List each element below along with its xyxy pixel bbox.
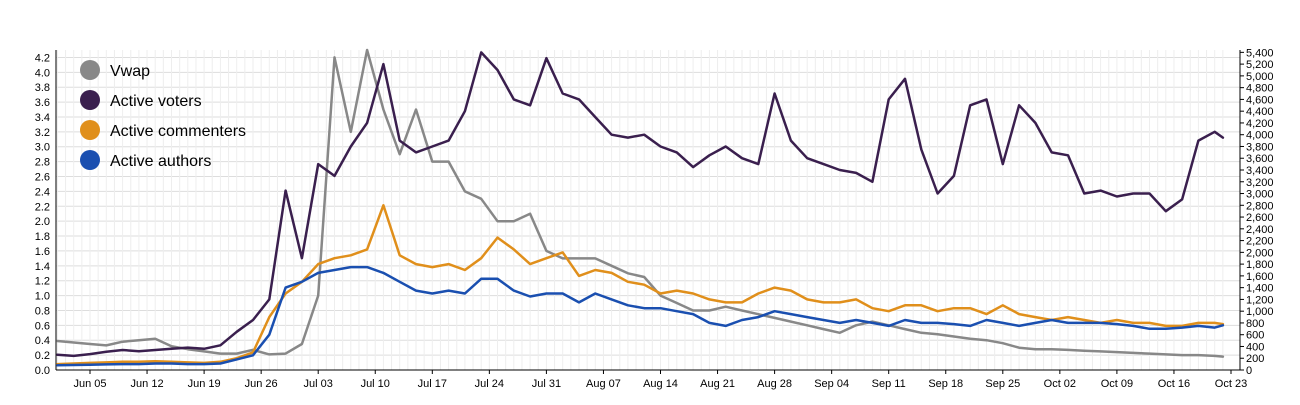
legend-label: Vwap (110, 63, 150, 80)
gridlines (56, 50, 1240, 371)
right-tick-label: 3,600 (1246, 153, 1274, 165)
x-tick-label: Sep 25 (985, 378, 1020, 390)
legend-marker (80, 60, 100, 80)
right-tick-label: 4,800 (1246, 83, 1274, 95)
x-tick-label: Oct 02 (1044, 378, 1076, 390)
left-tick-label: 3.6 (35, 97, 50, 109)
legend-label: Active authors (110, 153, 211, 170)
right-tick-label: 1,200 (1246, 294, 1274, 306)
x-tick-label: Aug 21 (700, 378, 735, 390)
right-tick-label: 5,000 (1246, 71, 1274, 83)
x-tick-label: Aug 07 (586, 378, 621, 390)
x-tick-label: Jul 17 (418, 378, 447, 390)
left-tick-label: 3.0 (35, 142, 50, 154)
x-tick-label: Oct 09 (1101, 378, 1133, 390)
right-tick-label: 200 (1246, 353, 1264, 365)
x-tick-label: Jul 24 (475, 378, 504, 390)
right-tick-label: 4,400 (1246, 106, 1274, 118)
left-tick-label: 0.8 (35, 305, 50, 317)
left-tick-label: 3.8 (35, 82, 50, 94)
left-tick-label: 1.6 (35, 246, 50, 258)
left-tick-label: 4.0 (35, 67, 50, 79)
right-tick-label: 3,400 (1246, 165, 1274, 177)
legend-label: Active commenters (110, 123, 246, 140)
x-tick-label: Jun 19 (188, 378, 221, 390)
left-tick-label: 0.0 (35, 365, 50, 377)
right-tick-label: 600 (1246, 330, 1264, 342)
legend-marker (80, 150, 100, 170)
right-tick-label: 1,400 (1246, 283, 1274, 295)
right-tick-label: 5,400 (1246, 47, 1274, 59)
left-tick-label: 0.6 (35, 320, 50, 332)
left-tick-label: 1.2 (35, 276, 50, 288)
x-tick-label: Sep 18 (928, 378, 963, 390)
right-tick-label: 3,800 (1246, 141, 1274, 153)
right-tick-label: 2,600 (1246, 212, 1274, 224)
right-tick-label: 1,000 (1246, 306, 1274, 318)
x-tick-label: Aug 28 (757, 378, 792, 390)
series-line-active-authors (56, 265, 1225, 367)
right-tick-label: 2,200 (1246, 236, 1274, 248)
left-tick-label: 0.2 (35, 350, 50, 362)
legend-label: Active voters (110, 93, 202, 110)
series-line-active-voters (56, 51, 1225, 358)
legend-marker (80, 120, 100, 140)
right-tick-label: 0 (1246, 365, 1252, 377)
right-tick-label: 1,800 (1246, 259, 1274, 271)
left-tick-label: 2.0 (35, 216, 50, 228)
left-y-axis: 0.0 0.2 0.4 0.6 0.8 1.0 1.2 1.4 1.6 1.8 2.0 2.2 2.4 2… (35, 50, 57, 377)
x-tick-label: Jun 05 (73, 378, 106, 390)
right-tick-label: 4,200 (1246, 118, 1274, 130)
x-tick-label: Oct 23 (1215, 378, 1247, 390)
x-tick-label: Oct 16 (1158, 378, 1190, 390)
right-tick-label: 5,200 (1246, 59, 1274, 71)
x-axis: Jun 05 Jun 12 Jun 19 Jun 26 Jul 03 Jul 10 Jul … (56, 369, 1247, 390)
x-tick-label: Aug 14 (643, 378, 678, 390)
left-tick-label: 2.6 (35, 172, 50, 184)
left-tick-label: 3.2 (35, 127, 50, 139)
x-tick-label: Sep 04 (814, 378, 849, 390)
right-tick-label: 3,000 (1246, 189, 1274, 201)
series-line-active-commenters (56, 204, 1225, 366)
right-tick-label: 4,600 (1246, 94, 1274, 106)
legend-marker (80, 90, 100, 110)
left-tick-label: 2.2 (35, 201, 50, 213)
left-tick-label: 1.0 (35, 291, 50, 303)
left-tick-label: 4.2 (35, 52, 50, 64)
right-tick-label: 3,200 (1246, 177, 1274, 189)
x-tick-label: Sep 11 (872, 378, 906, 390)
left-tick-label: 0.4 (35, 335, 50, 347)
series-lines (56, 48, 1225, 367)
left-tick-label: 2.8 (35, 157, 50, 169)
x-tick-label: Jul 10 (361, 378, 390, 390)
right-tick-label: 2,000 (1246, 247, 1274, 259)
right-tick-label: 2,800 (1246, 200, 1274, 212)
legend: Vwap Active voters Active commenters Active… (80, 60, 246, 170)
right-tick-label: 2,400 (1246, 224, 1274, 236)
left-tick-label: 1.4 (35, 261, 50, 273)
right-tick-label: 1,600 (1246, 271, 1274, 283)
right-tick-label: 800 (1246, 318, 1264, 330)
right-tick-label: 400 (1246, 341, 1264, 353)
x-tick-label: Jun 12 (131, 378, 164, 390)
x-tick-label: Jul 03 (304, 378, 333, 390)
right-y-axis: 02004006008001,0001,2001,4001,6001,8002,… (1239, 47, 1274, 377)
left-tick-label: 1.8 (35, 231, 50, 243)
left-tick-label: 3.4 (35, 112, 50, 124)
x-tick-label: Jun 26 (245, 378, 278, 390)
x-tick-label: Jul 31 (532, 378, 561, 390)
right-tick-label: 4,000 (1246, 130, 1274, 142)
left-tick-label: 2.4 (35, 186, 50, 198)
